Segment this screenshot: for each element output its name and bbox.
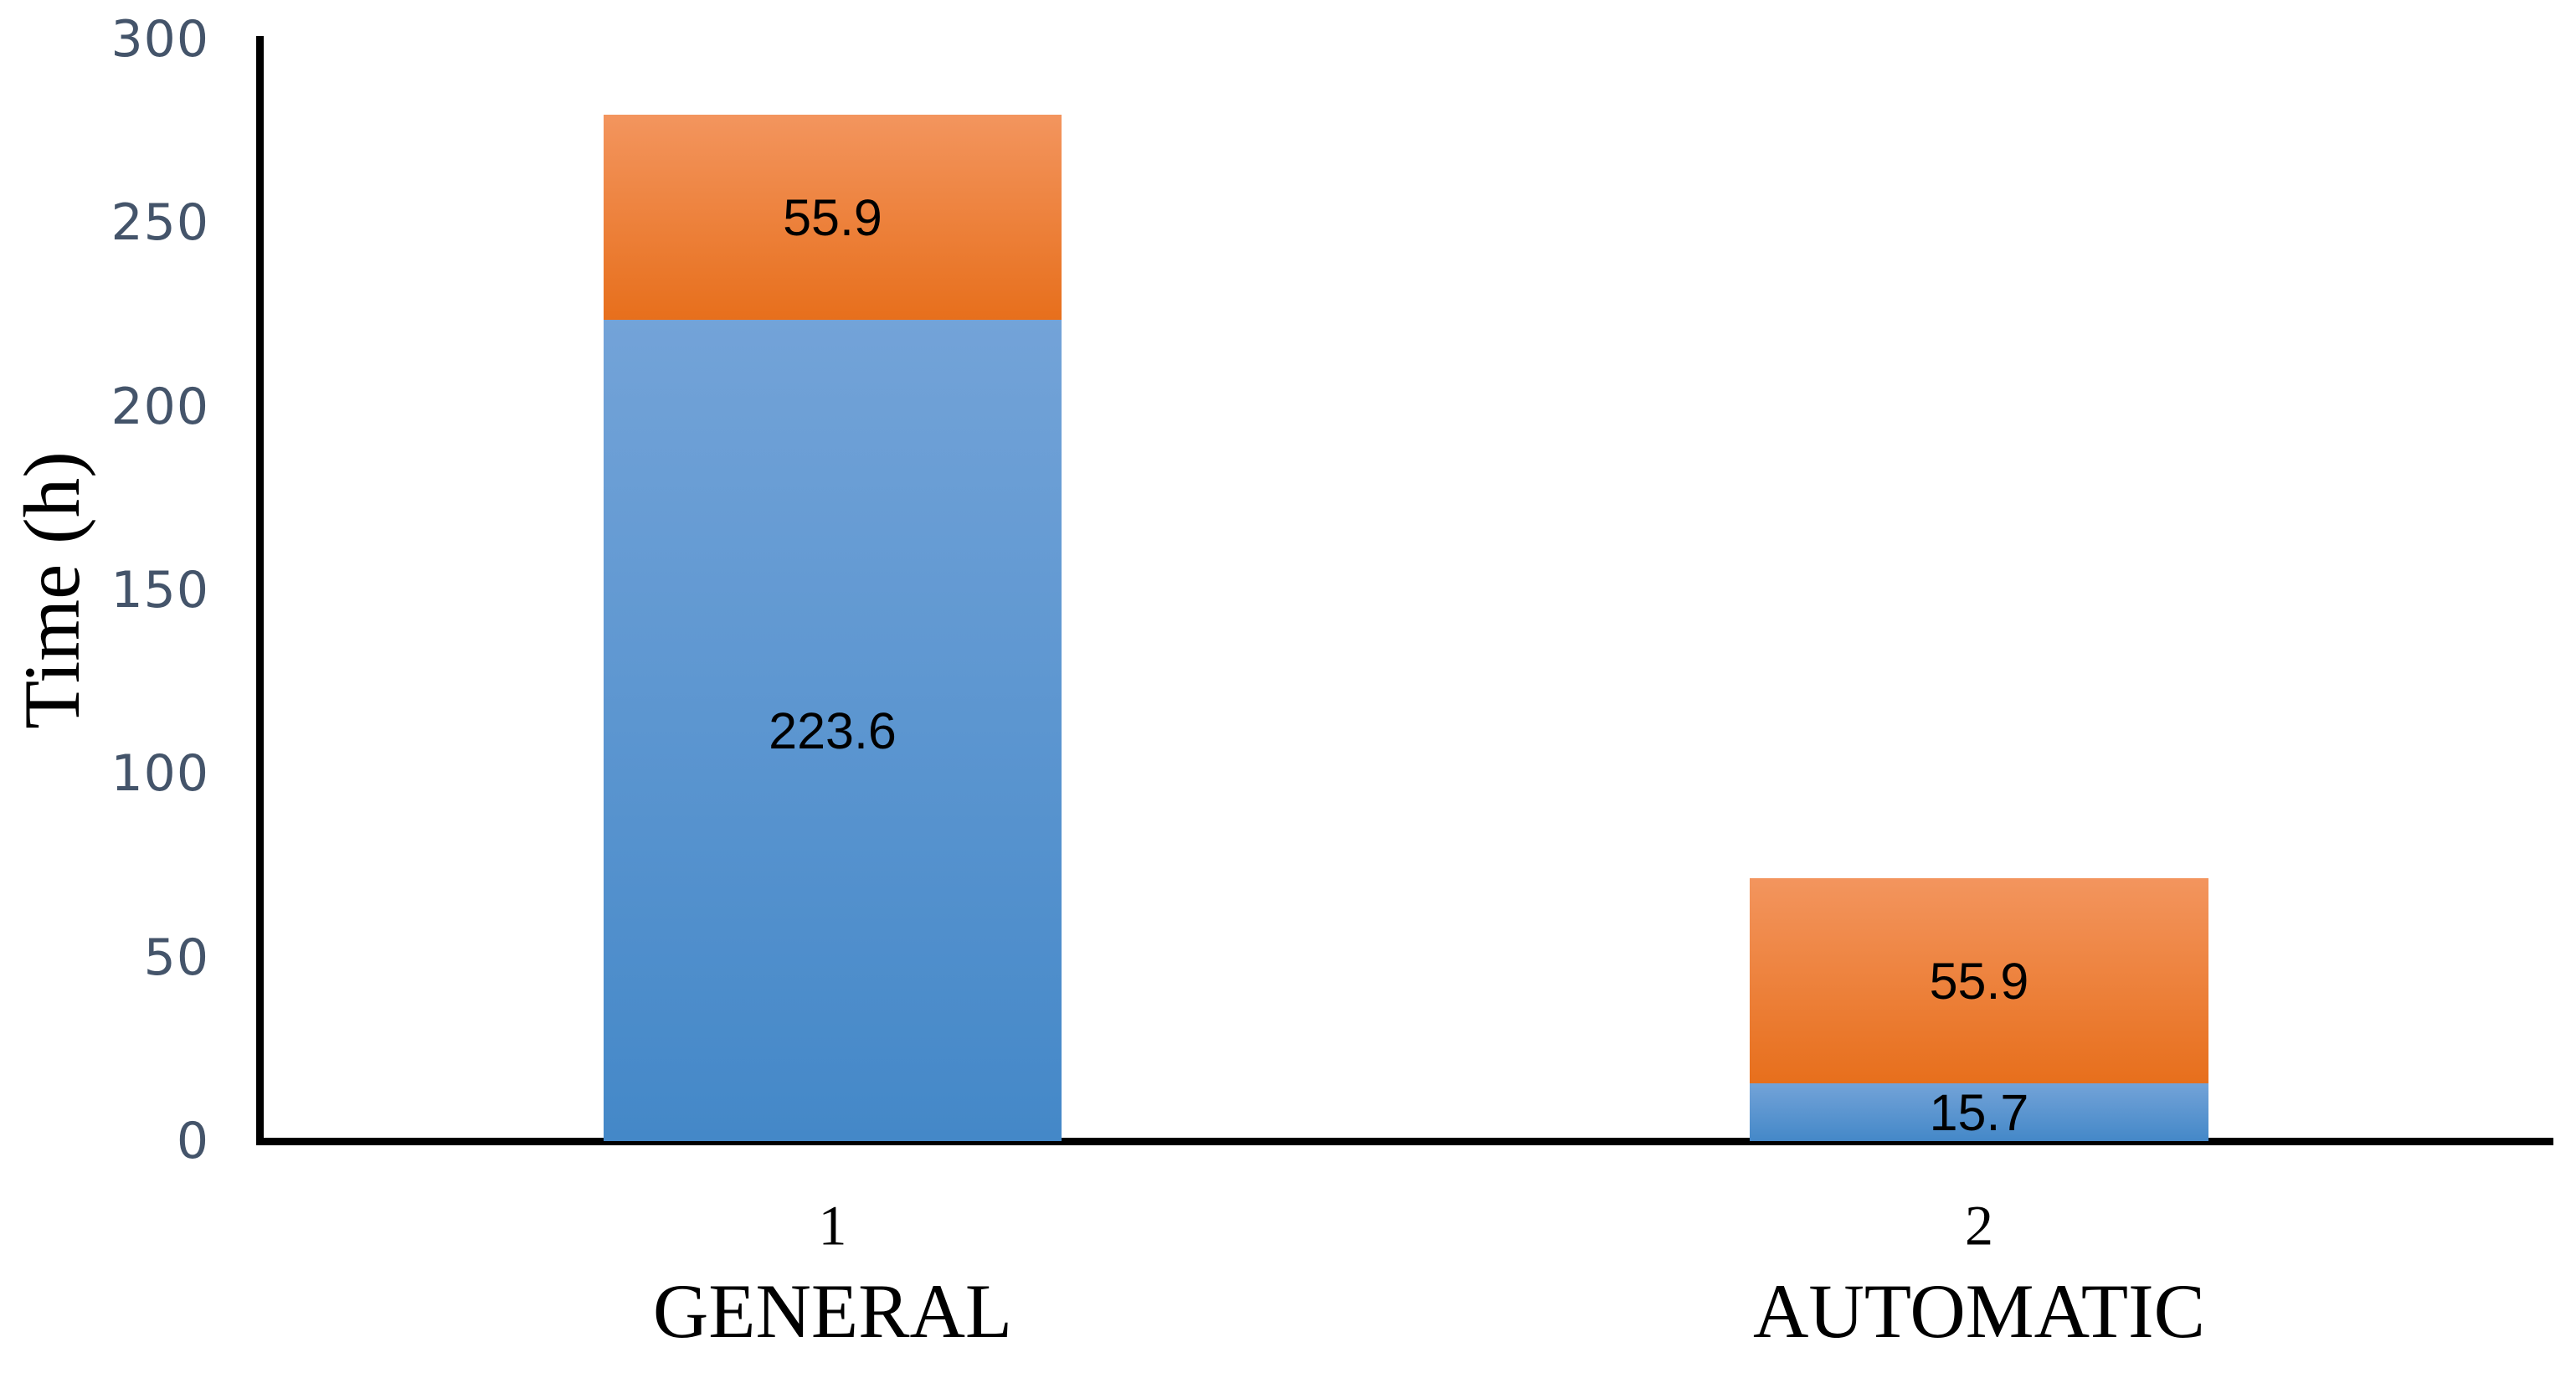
bar-segment-orange — [604, 114, 1062, 321]
y-axis-line — [256, 36, 264, 1145]
category-name-label: GENERAL — [652, 1268, 1013, 1354]
bar-value-label: 55.9 — [1929, 952, 2029, 1010]
y-tick-label: 150 — [111, 561, 209, 620]
x-axis-line — [256, 1138, 2553, 1145]
category-name-label: AUTOMATIC — [1752, 1268, 2206, 1354]
y-tick-label: 300 — [111, 10, 209, 69]
y-tick-label: 250 — [111, 193, 209, 253]
y-tick-label: 200 — [111, 377, 209, 436]
y-tick-label: 50 — [143, 928, 209, 987]
bar-value-label: 15.7 — [1929, 1083, 2029, 1141]
category-number-label: 1 — [818, 1193, 847, 1257]
bar-value-label: 55.9 — [783, 188, 882, 246]
bar-segment-blue — [1750, 1083, 2208, 1141]
y-tick-label: 0 — [176, 1112, 209, 1170]
bar-value-label: 223.6 — [769, 702, 897, 759]
bar-segment-orange — [1750, 877, 2208, 1084]
y-tick-label: 100 — [111, 744, 209, 804]
category-number-label: 2 — [1965, 1193, 1993, 1257]
bar-segment-blue — [604, 320, 1062, 1141]
